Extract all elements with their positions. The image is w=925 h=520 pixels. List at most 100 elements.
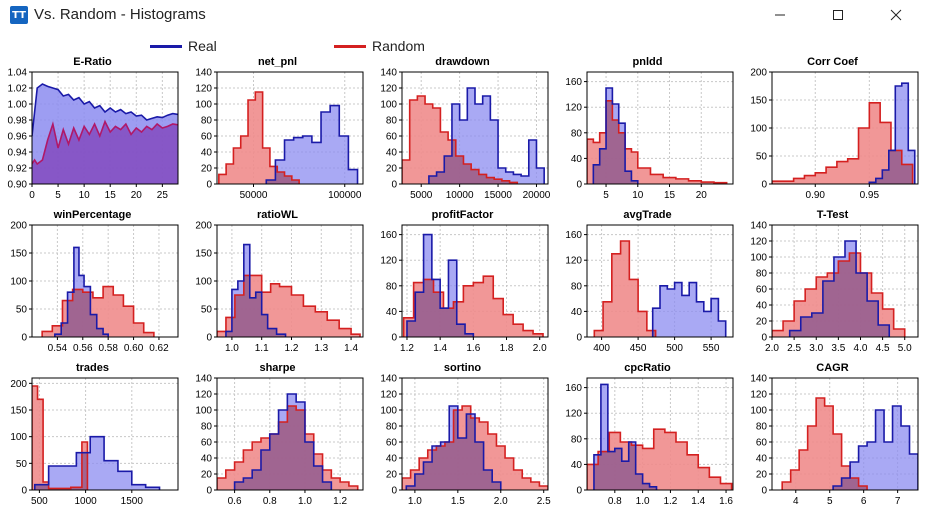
- y-tick-label: 20: [386, 470, 398, 481]
- x-tick-label: 1.0: [225, 343, 239, 354]
- y-tick-label: 160: [380, 230, 397, 241]
- y-tick-label: 0: [576, 486, 582, 497]
- x-tick-label: 0.8: [608, 496, 622, 507]
- plot-frame: [216, 71, 364, 185]
- x-tick-label: 0.54: [48, 343, 68, 354]
- chart-title: Corr Coef: [807, 56, 858, 68]
- series-real-bars: [428, 88, 545, 184]
- legend: Real Random: [0, 34, 925, 58]
- y-tick-label: 50: [201, 305, 213, 316]
- x-tick-label: 1.5: [451, 496, 465, 507]
- x-tick-label: 1.6: [719, 496, 733, 507]
- y-tick-label: 200: [195, 221, 212, 232]
- x-tick-label: 1.1: [255, 343, 269, 354]
- y-tick-label: 0.96: [8, 132, 28, 143]
- y-tick-label: 20: [386, 164, 398, 175]
- histogram-avgtrade: avgTrade 0 40 80 120 160 400 450 500 550: [555, 209, 740, 362]
- y-tick-label: 0: [206, 333, 212, 344]
- y-tick-label: 100: [10, 432, 27, 443]
- plot-frame: [31, 377, 179, 491]
- y-tick-label: 120: [195, 84, 212, 95]
- series-random-outline: [593, 240, 657, 337]
- series-random-area: [32, 121, 178, 184]
- x-tick-label: 20: [696, 190, 708, 201]
- minimize-button[interactable]: [757, 0, 803, 30]
- legend-random-label: Random: [372, 38, 425, 54]
- y-tick-label: 1.04: [8, 68, 28, 79]
- series-random-outline: [587, 100, 728, 184]
- y-tick-label: 0: [21, 333, 27, 344]
- series-random-outline: [772, 102, 914, 184]
- series-random-bars: [402, 96, 518, 184]
- series-real-outline: [405, 405, 502, 490]
- y-tick-label: 0.90: [8, 180, 28, 191]
- x-tick-label: 1.0: [408, 496, 422, 507]
- maximize-icon: [833, 10, 843, 20]
- y-tick-label: 200: [10, 379, 27, 390]
- plot-frame: [771, 377, 919, 491]
- y-tick-label: 20: [756, 470, 768, 481]
- y-tick-label: 100: [380, 100, 397, 111]
- y-tick-label: 0: [576, 180, 582, 191]
- series-real-outline: [54, 246, 109, 337]
- x-tick-label: 15: [664, 190, 676, 201]
- chart-title: ratioWL: [257, 209, 298, 221]
- chart-plot: 0 50 100 150 200 0.54 0.56 0.58 0.60 0.62: [10, 221, 179, 354]
- y-tick-label: 120: [565, 103, 582, 114]
- chart-title: CAGR: [816, 362, 849, 374]
- y-tick-label: 80: [386, 422, 398, 433]
- x-tick-label: 3.5: [831, 343, 845, 354]
- chart-plot: 0 20 40 60 80 100 120 140 2.0 2.5 3.0 3.5 4.0 4.5 5.0: [750, 221, 919, 354]
- x-tick-label: 20000: [523, 190, 551, 201]
- series-real-bars: [266, 105, 358, 184]
- window-title: Vs. Random - Histograms: [34, 6, 206, 23]
- chart-plot: 0 40 80 120 160 1.2 1.4 1.6 1.8 2.0: [380, 224, 549, 354]
- y-tick-label: 80: [386, 116, 398, 127]
- y-tick-label: 160: [565, 383, 582, 394]
- y-tick-label: 140: [380, 374, 397, 385]
- x-tick-label: 6: [861, 496, 867, 507]
- histogram-sortino: sortino 0 20 40 60 80 100 120 140 1.0 1.5 2.0 2.5: [370, 362, 555, 515]
- plot-frame: [31, 71, 179, 185]
- y-tick-label: 150: [10, 406, 27, 417]
- x-tick-label: 0.62: [149, 343, 169, 354]
- series-real-outline: [265, 104, 359, 184]
- x-tick-label: 2.5: [537, 496, 551, 507]
- x-tick-label: 7: [895, 496, 901, 507]
- chart-plot: 0 40 80 120 160 0.8 1.0 1.2 1.4 1.6: [565, 377, 734, 507]
- y-tick-label: 20: [201, 164, 213, 175]
- maximize-button[interactable]: [815, 0, 861, 30]
- y-tick-label: 0: [761, 180, 767, 191]
- y-tick-label: 40: [571, 307, 583, 318]
- x-tick-label: 1.0: [636, 496, 650, 507]
- app-icon: TT: [10, 6, 28, 24]
- histogram-corr-coef: Corr Coef 0 50 100 150 200 0.90 0.95: [740, 56, 925, 209]
- x-tick-label: 1.6: [466, 343, 480, 354]
- chart-title: cpcRatio: [624, 362, 671, 374]
- x-tick-label: 20: [131, 190, 143, 201]
- x-tick-label: 0: [29, 190, 35, 201]
- x-tick-label: 1.2: [333, 496, 347, 507]
- close-button[interactable]: [873, 0, 919, 30]
- histogram-sharpe: sharpe 0 20 40 60 80 100 120 140 0.6 0.8 1.0 1.2: [185, 362, 370, 515]
- y-tick-label: 40: [201, 148, 213, 159]
- plot-frame: [586, 71, 734, 185]
- y-tick-label: 0: [391, 486, 397, 497]
- series-random-bars: [782, 398, 868, 490]
- histogram-t-test: T-Test 0 20 40 60 80 100 120 140 2.0 2.5 3.0 3.5 4.0 4…: [740, 209, 925, 362]
- series-real-outline: [651, 281, 727, 337]
- y-tick-label: 0: [761, 486, 767, 497]
- x-tick-label: 2.0: [533, 343, 547, 354]
- y-tick-label: 0: [21, 486, 27, 497]
- series-real-outline: [832, 405, 918, 490]
- y-tick-label: 200: [10, 221, 27, 232]
- x-tick-label: 1.2: [400, 343, 414, 354]
- y-tick-label: 60: [756, 285, 768, 296]
- series-real-outline: [593, 383, 658, 490]
- y-tick-label: 60: [756, 438, 768, 449]
- y-tick-label: 40: [386, 148, 398, 159]
- close-icon: [890, 9, 902, 21]
- histogram-pnldd: pnldd 0 40 80 120 160 5 10 15 20: [555, 56, 740, 209]
- x-tick-label: 1.3: [314, 343, 328, 354]
- y-tick-label: 80: [571, 281, 583, 292]
